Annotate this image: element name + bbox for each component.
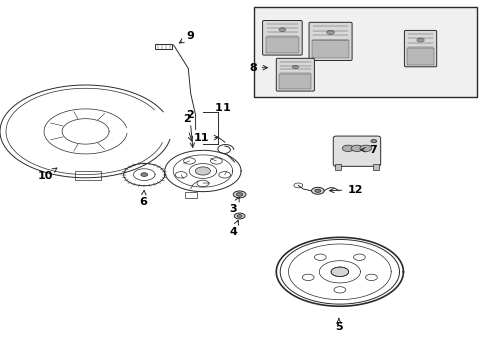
Text: 12: 12 — [329, 185, 362, 195]
Ellipse shape — [370, 140, 376, 143]
Ellipse shape — [350, 145, 362, 152]
FancyBboxPatch shape — [333, 136, 380, 166]
FancyBboxPatch shape — [262, 21, 302, 55]
Ellipse shape — [236, 193, 242, 196]
Text: 4: 4 — [229, 220, 238, 237]
Ellipse shape — [233, 191, 245, 198]
Text: 7: 7 — [360, 145, 376, 155]
Text: 10: 10 — [38, 168, 57, 181]
Bar — [155, 44, 172, 49]
Ellipse shape — [330, 267, 348, 276]
Bar — [184, 192, 196, 198]
Ellipse shape — [311, 187, 324, 194]
Ellipse shape — [237, 215, 242, 217]
Bar — [279, 74, 311, 89]
Ellipse shape — [314, 189, 320, 192]
Text: 5: 5 — [334, 319, 342, 332]
Ellipse shape — [195, 167, 210, 175]
Ellipse shape — [326, 30, 334, 35]
Bar — [334, 164, 340, 170]
Ellipse shape — [141, 173, 147, 176]
Text: 6: 6 — [139, 190, 147, 207]
Text: 1: 1 — [215, 103, 223, 113]
Bar — [311, 40, 348, 58]
Text: 11: 11 — [193, 132, 218, 143]
Ellipse shape — [342, 145, 353, 152]
Text: 3: 3 — [229, 197, 239, 214]
FancyBboxPatch shape — [276, 58, 314, 91]
Text: 2: 2 — [185, 110, 194, 147]
Text: 1: 1 — [222, 103, 230, 113]
Text: 8: 8 — [248, 63, 267, 73]
Bar — [372, 164, 378, 170]
Bar — [74, 171, 102, 180]
Ellipse shape — [291, 65, 298, 69]
Bar — [254, 7, 476, 97]
Text: 2: 2 — [183, 114, 190, 124]
Text: 9: 9 — [179, 31, 194, 43]
Bar — [407, 48, 433, 65]
FancyBboxPatch shape — [308, 22, 351, 60]
FancyBboxPatch shape — [404, 31, 436, 67]
Ellipse shape — [234, 213, 244, 219]
Ellipse shape — [359, 145, 371, 152]
Bar — [265, 37, 299, 53]
Ellipse shape — [278, 28, 285, 32]
Ellipse shape — [416, 38, 424, 42]
